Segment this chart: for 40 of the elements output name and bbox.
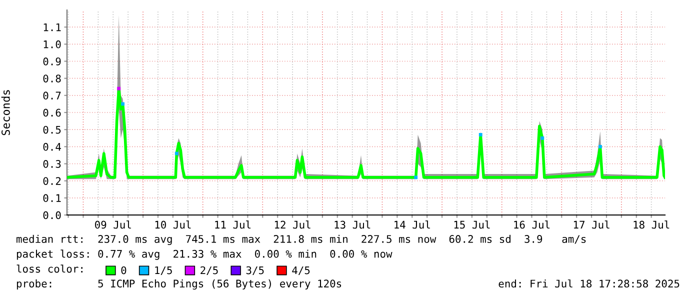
y-tick-label: 0.4 (43, 142, 61, 151)
y-tick-label: 0.6 (43, 108, 61, 117)
y-tick-label: 1.0 (44, 40, 61, 48)
y-tick-label: 0.2 (43, 177, 61, 185)
x-tick-label: 13 Jul (334, 220, 370, 229)
x-tick-label: 10 Jul (155, 220, 191, 229)
x-tick-label: 09 Jul (95, 220, 131, 229)
legend-label: 2/5 (200, 266, 218, 276)
x-tick-label: 11 Jul (215, 220, 251, 229)
y-tick-label: 0.1 (43, 194, 61, 202)
x-tick-label: 15 Jul (454, 220, 490, 229)
y-tick-label: 0.9 (43, 58, 61, 66)
point (598, 144, 602, 148)
y-tick-label: 0.5 (43, 126, 61, 134)
x-tick-label: 12 Jul (274, 220, 310, 229)
x-tick-label: 14 Jul (394, 220, 430, 229)
legend-label: 4/5 (292, 266, 310, 276)
y-tick-label: 0.3 (43, 160, 61, 168)
x-tick-label: 16 Jul (514, 220, 550, 229)
y-tick-label: 0.7 (43, 92, 61, 100)
legend-label: 3/5 (246, 266, 264, 276)
point (174, 152, 178, 156)
text: end: Fri Jul 18 17:28:58 2025 (498, 279, 680, 288)
text: median rtt: 237.0 ms avg 745.1 ms max 211.8 ms min 227.5 ms now 60.2 ms sd 3.9 am/s (16, 234, 586, 246)
x-tick-label: 18 Jul (634, 220, 670, 229)
text: packet loss: 0.77 % avg 21.33 % max 0.00 % min 0.00 % now (16, 250, 392, 260)
legend-title: loss color: (16, 264, 82, 273)
legend-label: 1/5 (155, 266, 172, 276)
x-tick-label: 17 Jul (574, 220, 610, 229)
y-tick-label: 1.1 (44, 23, 61, 32)
legend-label: 0 (121, 266, 126, 274)
point (121, 102, 125, 106)
point (414, 176, 418, 180)
y-tick-label: 0.8 (43, 74, 61, 82)
point (117, 86, 121, 90)
point (478, 133, 482, 136)
y-axis-title: Seconds (1, 90, 10, 136)
point (540, 136, 544, 140)
text: probe: 5 ICMP Echo Pings (56 Bytes) every 120s (16, 279, 342, 290)
y-tick-label: 0.0 (43, 211, 61, 220)
